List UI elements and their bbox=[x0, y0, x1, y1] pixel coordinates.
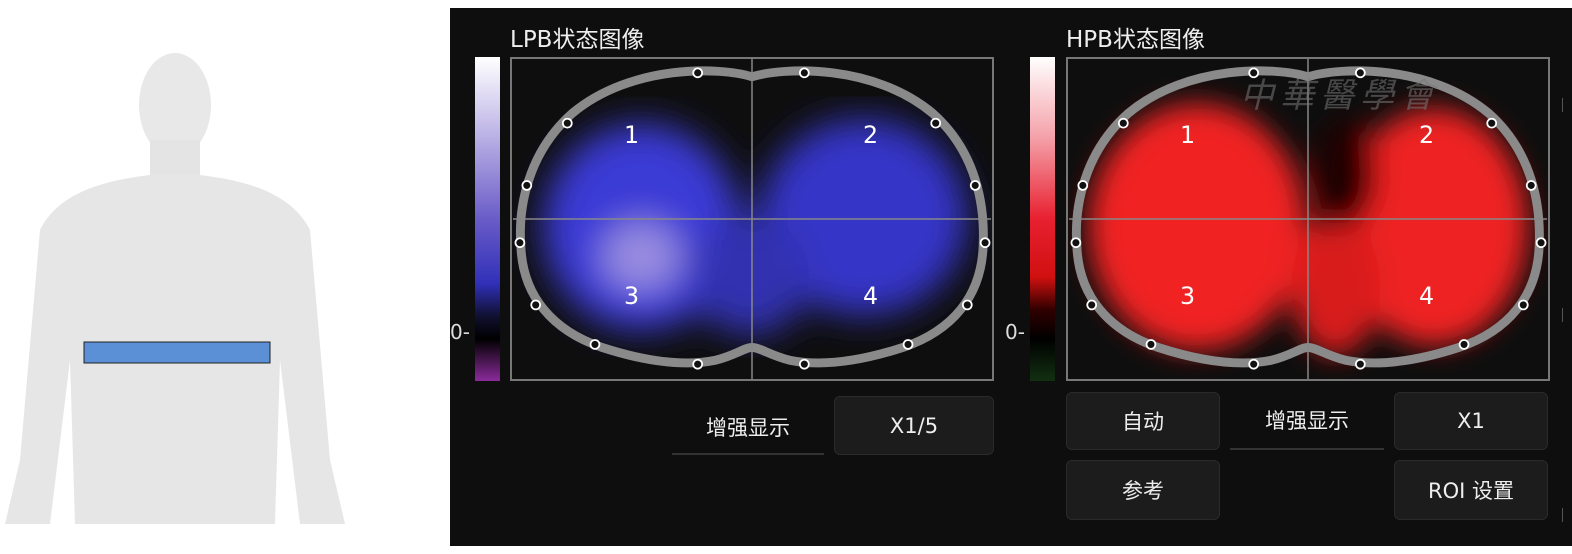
electrode-marker bbox=[589, 339, 601, 350]
electrode-marker bbox=[1077, 180, 1089, 191]
electrode-marker bbox=[1070, 237, 1082, 249]
watermark-logo: 中華醫學會 bbox=[1240, 76, 1440, 116]
electrode-marker bbox=[1355, 67, 1366, 79]
region-label: 3 bbox=[1180, 282, 1195, 310]
roi-settings-button[interactable]: ROI 设置 bbox=[1394, 460, 1548, 520]
electrode-marker bbox=[799, 67, 810, 79]
electrode-marker bbox=[1525, 180, 1537, 191]
eit-display-panel: LPB状态图像 HPB状态图像 0- 0- 1 2 3 4 1 2 3 4 中華醫學會 增强… bbox=[450, 8, 1572, 546]
region-label: 1 bbox=[1180, 121, 1195, 149]
electrode-marker bbox=[1248, 67, 1260, 79]
region-label: 4 bbox=[1419, 282, 1434, 310]
electrode-marker bbox=[902, 339, 914, 350]
electrode-marker bbox=[1486, 117, 1498, 129]
lpb-zero-label: 0- bbox=[450, 320, 470, 344]
auto-button[interactable]: 自动 bbox=[1066, 392, 1220, 450]
electrode-marker bbox=[799, 358, 810, 370]
electrode-marker bbox=[1117, 117, 1129, 129]
lpb-title: LPB状态图像 bbox=[510, 27, 645, 53]
region-label: 2 bbox=[1419, 121, 1434, 149]
region-label: 2 bbox=[863, 121, 878, 149]
hpb-scale-button[interactable]: X1 bbox=[1394, 392, 1548, 450]
electrode-marker bbox=[1535, 237, 1547, 249]
electrode-marker bbox=[979, 237, 991, 249]
electrode-marker bbox=[1145, 339, 1157, 350]
hpb-zero-label: 0- bbox=[1005, 320, 1025, 344]
electrode-marker bbox=[930, 117, 942, 129]
hpb-colorbar bbox=[1030, 57, 1055, 381]
electrode-marker bbox=[1086, 299, 1098, 311]
electrode-marker bbox=[1355, 358, 1366, 370]
electrode-marker bbox=[1248, 358, 1260, 370]
scan-plane-band bbox=[83, 341, 271, 364]
electrode-marker bbox=[692, 67, 704, 79]
electrode-marker bbox=[1458, 339, 1470, 350]
edge-tick bbox=[1562, 308, 1570, 322]
region-label: 1 bbox=[624, 121, 639, 149]
lpb-colorbar bbox=[475, 57, 500, 381]
hpb-image: 1 2 3 4 bbox=[1066, 57, 1550, 381]
reference-button[interactable]: 参考 bbox=[1066, 460, 1220, 520]
electrode-marker bbox=[514, 237, 526, 249]
electrode-marker bbox=[530, 299, 542, 311]
region-label: 4 bbox=[863, 282, 878, 310]
hpb-enhance-label: 增强显示 bbox=[1230, 392, 1384, 450]
electrode-marker bbox=[961, 299, 973, 311]
human-torso-figure bbox=[0, 30, 350, 524]
region-label: 3 bbox=[624, 282, 639, 310]
electrode-marker bbox=[969, 180, 981, 191]
edge-tick bbox=[1562, 98, 1570, 112]
lpb-image: 1 2 3 4 bbox=[510, 57, 994, 381]
lpb-scale-button[interactable]: X1/5 bbox=[834, 396, 994, 455]
lpb-enhance-label: 增强显示 bbox=[672, 400, 824, 455]
electrode-marker bbox=[692, 358, 704, 370]
hpb-title: HPB状态图像 bbox=[1066, 27, 1205, 53]
edge-tick bbox=[1562, 508, 1570, 522]
electrode-marker bbox=[1517, 299, 1529, 311]
electrode-marker bbox=[561, 117, 573, 129]
electrode-marker bbox=[521, 180, 533, 191]
